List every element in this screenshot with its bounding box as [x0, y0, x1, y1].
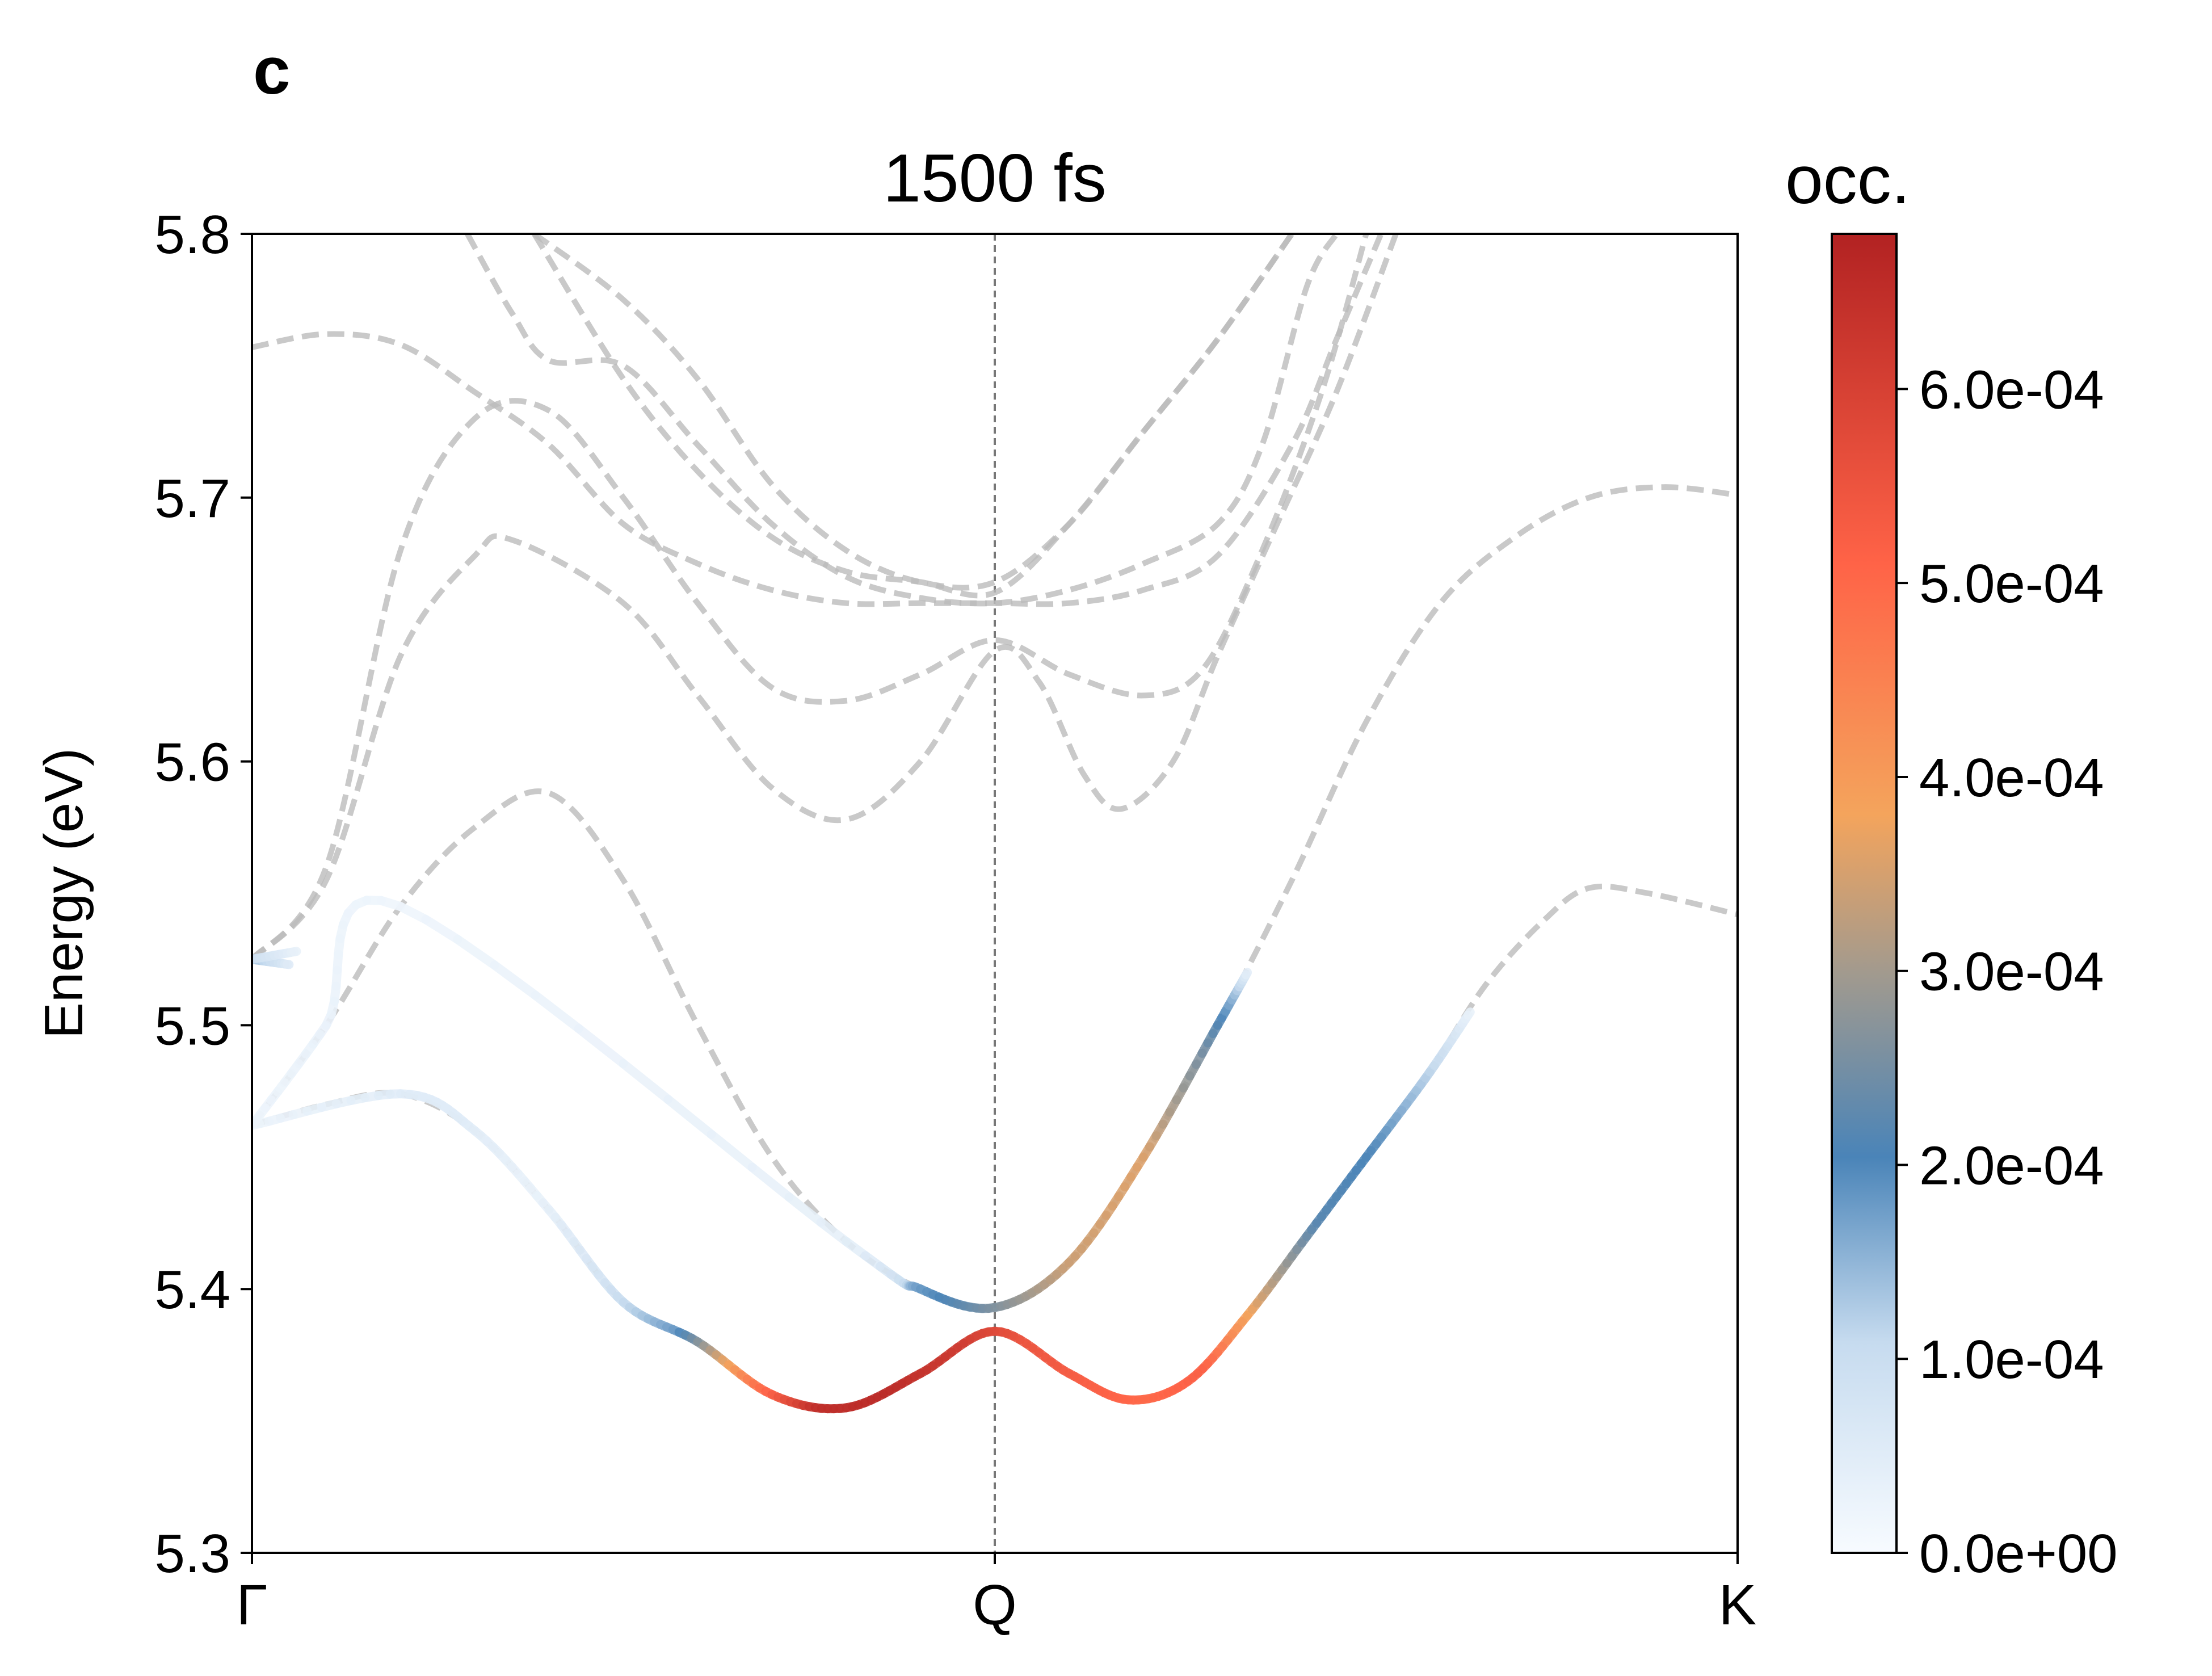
y-axis-label: Energy (eV) — [33, 748, 94, 1039]
chart-title: 1500 fs — [883, 140, 1107, 216]
colorbar-tick-label: 6.0e-04 — [1919, 359, 2104, 420]
occupation-segment — [453, 935, 499, 970]
plot-area — [252, 234, 1738, 1553]
occupation-segment — [531, 990, 583, 1034]
occupation-segment — [663, 1095, 716, 1139]
occupation-segment — [421, 915, 462, 944]
panel-label: c — [253, 33, 291, 108]
occupation-segment — [784, 1192, 826, 1227]
y-tick-label: 5.3 — [155, 1523, 230, 1584]
band-line-band-8 — [532, 234, 1294, 599]
band-line-band-3 — [252, 234, 1399, 961]
band-line-band-6 — [465, 234, 1339, 607]
colorbar-tick-label: 5.0e-04 — [1919, 553, 2104, 614]
colorbar — [1831, 233, 1898, 1554]
occupation-segment — [490, 960, 540, 1000]
y-axis-ticks: 5.3 5.4 5.5 5.6 5.7 5.8 — [155, 204, 252, 1584]
occupation-segment — [747, 1162, 794, 1202]
colorbar-title: occ. — [1785, 142, 1910, 218]
occupation-segment — [1464, 1007, 1475, 1020]
occupation-segment — [574, 1024, 628, 1069]
occupation-segment — [1241, 968, 1252, 980]
y-tick-label: 5.7 — [155, 468, 230, 529]
colorbar-tick-label: 4.0e-04 — [1919, 747, 2104, 808]
x-tick-label: Q — [973, 1573, 1017, 1637]
occupation-segment — [283, 960, 294, 969]
y-tick-label: 5.4 — [155, 1259, 230, 1320]
x-tick-label: Γ — [236, 1573, 267, 1637]
colorbar-tick-label: 0.0e+00 — [1919, 1523, 2118, 1584]
band-line-band-2 — [252, 484, 1738, 1312]
x-tick-label: K — [1719, 1573, 1757, 1637]
occupation-segment — [816, 1217, 851, 1246]
occupation-segment — [619, 1059, 673, 1104]
occupation-segment — [396, 902, 431, 925]
y-tick-label: 5.8 — [155, 204, 230, 265]
occupation-segment — [289, 947, 301, 956]
colorbar-tick-label: 3.0e-04 — [1919, 942, 2104, 1002]
y-tick-label: 5.6 — [155, 732, 230, 793]
band-line-band-5 — [252, 234, 1384, 607]
occupation-layer — [252, 896, 1475, 1414]
band-line-band-4 — [252, 234, 1369, 961]
colorbar-tick-label: 1.0e-04 — [1919, 1329, 2104, 1390]
y-tick-label: 5.5 — [155, 995, 230, 1056]
colorbar-tick-label: 2.0e-04 — [1919, 1135, 2104, 1196]
colorbar-ticks: 0.0e+00 1.0e-04 2.0e-04 3.0e-04 4.0e-04 5.0e-… — [1896, 359, 2118, 1584]
occupation-segment — [707, 1129, 757, 1172]
